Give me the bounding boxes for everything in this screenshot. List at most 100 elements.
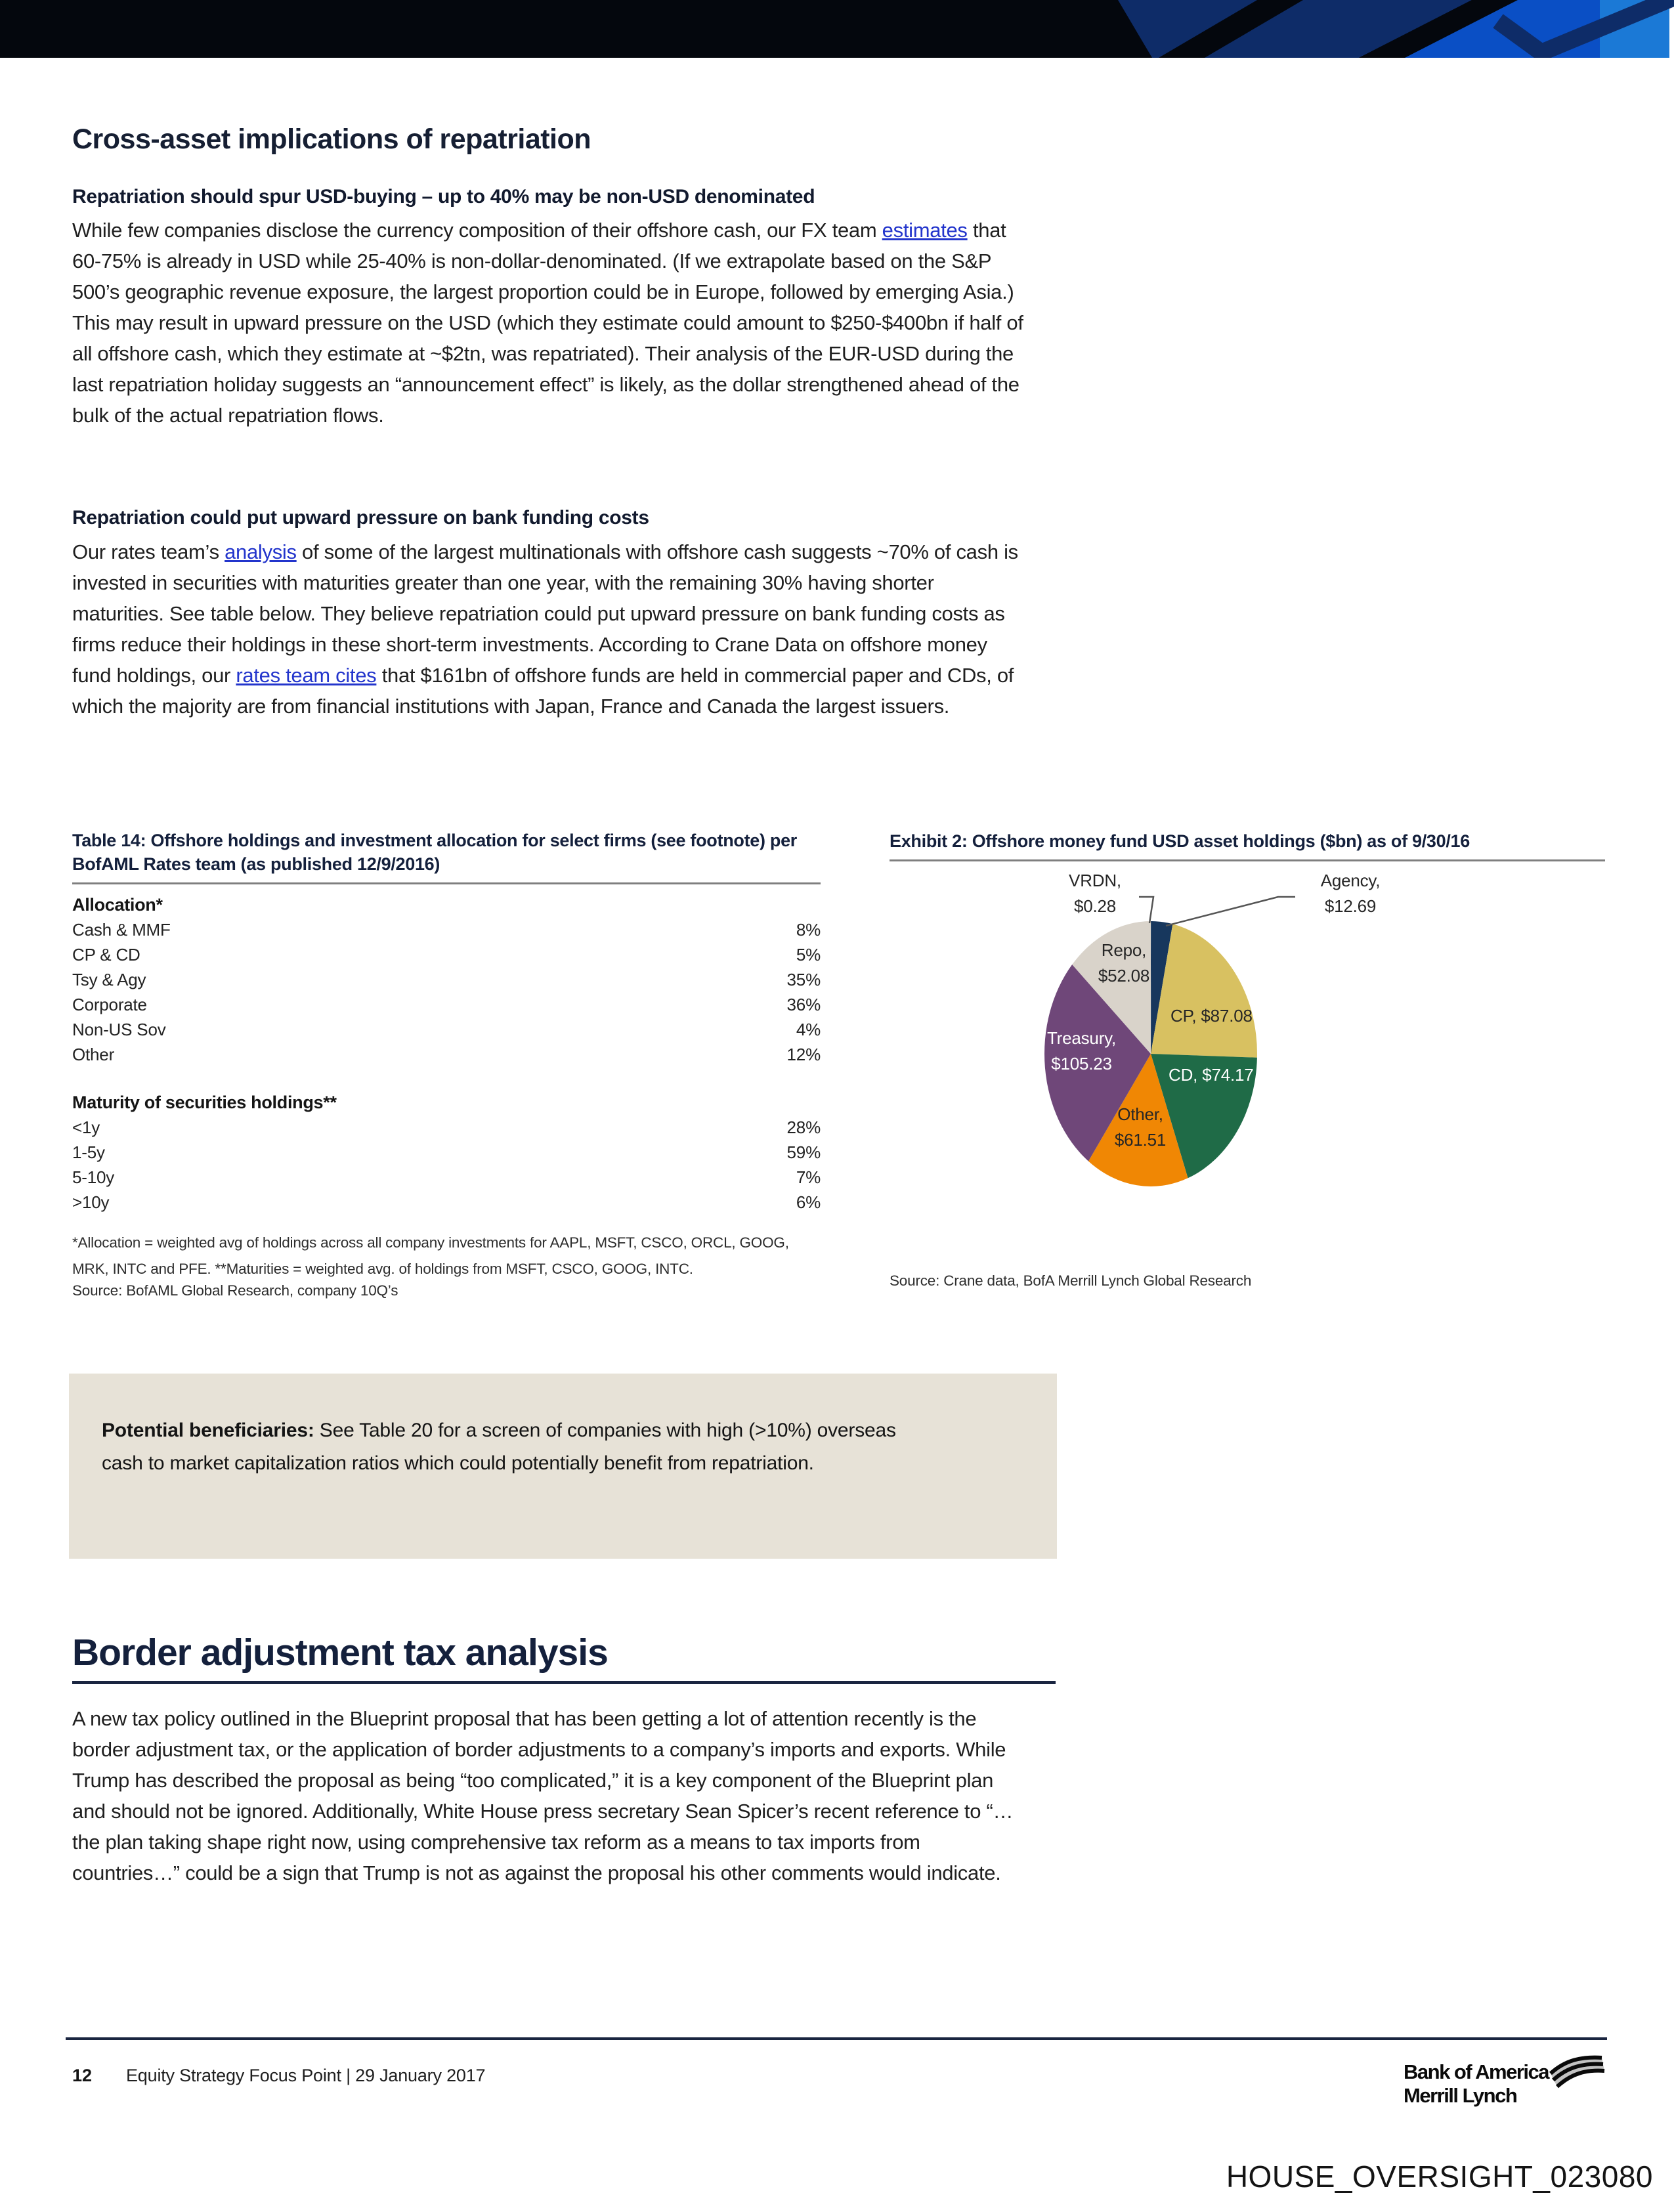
table-section-maturity: Maturity of securities holdings** xyxy=(72,1093,337,1112)
row-value: 36% xyxy=(786,995,821,1014)
row-label: Non-US Sov xyxy=(72,1020,166,1039)
exhibit-title: Exhibit 2: Offshore money fund USD asset… xyxy=(890,831,1470,851)
pie-slice-agency xyxy=(1151,921,1173,1054)
row-value: 8% xyxy=(796,920,821,940)
vrdn-leader-line xyxy=(1139,896,1155,924)
row-value: 35% xyxy=(786,970,821,989)
house-oversight-watermark: HOUSE_OVERSIGHT_023080 xyxy=(1226,2159,1653,2194)
pie-label-line: VRDN, xyxy=(1069,871,1121,890)
paragraph-text: that 60-75% is already in USD while 25-4… xyxy=(72,219,1023,427)
table-row: >10y 6% xyxy=(72,1188,821,1213)
banner-check-mark xyxy=(1493,0,1674,58)
table-footnote: *Allocation = weighted avg of holdings a… xyxy=(72,1234,789,1277)
pie-label-line: $105.23 xyxy=(1051,1054,1112,1073)
row-label: >10y xyxy=(72,1192,110,1212)
table-row: Corporate 36% xyxy=(72,990,821,1015)
paragraph-text: Our rates team’s xyxy=(72,540,225,563)
table-section-allocation: Allocation* xyxy=(72,895,163,915)
exhibit-title-rule xyxy=(890,859,1605,861)
bofa-flag-icon xyxy=(1549,2055,1605,2089)
page-number: 12 xyxy=(72,2066,93,2085)
paragraph-text: that $161bn of offshore funds are held i… xyxy=(72,664,1014,718)
potential-beneficiaries-callout: Potential beneficiaries: See Table 20 fo… xyxy=(69,1374,1057,1559)
banner-black-stripe-2 xyxy=(1359,0,1518,58)
pie-label-treasury: Treasury, $105.23 xyxy=(1027,1026,1136,1077)
paragraph-border-adjustment: A new tax policy outlined in the Bluepri… xyxy=(72,1707,1014,1884)
pie-label-line: Repo, xyxy=(1101,940,1147,960)
pie-label-repo: Repo, $52.08 xyxy=(1084,938,1163,989)
table-row: Other 12% xyxy=(72,1040,821,1065)
pie-chart-svg xyxy=(1044,896,1295,1187)
analysis-link[interactable]: analysis xyxy=(225,540,297,563)
table-row: <1y 28% xyxy=(72,1113,821,1138)
pie-slice-repo xyxy=(1072,921,1151,1054)
pie-slice-treasury xyxy=(1044,965,1151,1161)
row-value: 12% xyxy=(786,1045,821,1064)
row-label: Other xyxy=(72,1045,115,1064)
bofa-merrill-lynch-logo: Bank of America Merrill Lynch xyxy=(1404,2055,1653,2119)
top-brand-banner xyxy=(0,0,1674,58)
pie-label-line: Other, xyxy=(1117,1104,1163,1124)
pie-label-line: $0.28 xyxy=(1073,896,1117,916)
pie-label-agency: Agency, $12.69 xyxy=(1298,868,1403,919)
table-row: Cash & MMF 8% xyxy=(72,915,821,940)
pie-label-cd: CD, $74.17 xyxy=(1169,1062,1313,1088)
row-label: 5-10y xyxy=(72,1167,115,1187)
footer-rule xyxy=(66,2037,1607,2040)
pie-slice-cd xyxy=(1151,1054,1257,1179)
pie-slice-other xyxy=(1088,1054,1188,1187)
row-label: CP & CD xyxy=(72,945,140,965)
pie-label-vrdn: VRDN, $0.28 xyxy=(1052,868,1138,919)
row-value: 5% xyxy=(796,945,821,965)
section-title-border-adjustment: Border adjustment tax analysis xyxy=(72,1632,609,1674)
pie-label-line: $12.69 xyxy=(1324,896,1377,916)
pie-label-line: CP, $87.08 xyxy=(1170,1006,1253,1026)
table-row: Non-US Sov 4% xyxy=(72,1015,821,1040)
rates-team-cites-link[interactable]: rates team cites xyxy=(236,664,377,687)
exhibit-2-pie-chart: Exhibit 2: Offshore money fund USD asset… xyxy=(890,831,1605,1317)
paragraph-rates-team: Our rates team’s analysis of some of the… xyxy=(72,536,1031,722)
subheading-bank-funding: Repatriation could put upward pressure o… xyxy=(72,507,649,529)
pie-label-cp: CP, $87.08 xyxy=(1170,1003,1315,1029)
table-row: CP & CD 5% xyxy=(72,940,821,965)
table-14-offshore-holdings: Table 14: Offshore holdings and investme… xyxy=(72,829,821,1299)
row-label: Tsy & Agy xyxy=(72,970,146,989)
pie-label-line: Treasury, xyxy=(1046,1028,1117,1048)
row-value: 59% xyxy=(786,1142,821,1162)
pie-label-line: CD, $74.17 xyxy=(1169,1065,1254,1085)
pie-slice-cp xyxy=(1151,924,1257,1058)
estimates-link[interactable]: estimates xyxy=(882,219,968,242)
paragraph-text: While few companies disclose the currenc… xyxy=(72,219,882,242)
row-label: 1-5y xyxy=(72,1142,105,1162)
table-row: 5-10y 7% xyxy=(72,1163,821,1188)
table-row: Tsy & Agy 35% xyxy=(72,965,821,990)
callout-label: Potential beneficiaries: xyxy=(102,1420,314,1441)
row-label: <1y xyxy=(72,1117,100,1137)
banner-black-stripe-1 xyxy=(1159,0,1303,58)
pie-label-line: $61.51 xyxy=(1114,1130,1167,1150)
callout-text: See Table 20 for a screen of companies w… xyxy=(102,1420,896,1474)
agency-leader-line xyxy=(1165,896,1295,927)
table-title: Table 14: Offshore holdings and investme… xyxy=(72,831,797,874)
subheading-usd-buying: Repatriation should spur USD-buying – up… xyxy=(72,186,815,207)
paragraph-fx-repatriation: While few companies disclose the currenc… xyxy=(72,215,1024,431)
table-title-rule xyxy=(72,882,821,884)
row-value: 6% xyxy=(796,1192,821,1212)
section-title-cross-asset: Cross-asset implications of repatriation xyxy=(72,123,591,155)
section-title-rule xyxy=(72,1681,1056,1684)
row-label: Corporate xyxy=(72,995,147,1014)
row-label: Cash & MMF xyxy=(72,920,171,940)
paragraph-text: of some of the largest multinationals wi… xyxy=(72,540,1018,687)
table-row: 1-5y 59% xyxy=(72,1138,821,1163)
row-value: 7% xyxy=(796,1167,821,1187)
logo-line1: Bank of America xyxy=(1404,2060,1550,2083)
table-source: Source: BofAML Global Research, company … xyxy=(72,1282,398,1299)
pie-label-line: $52.08 xyxy=(1098,966,1150,986)
footer-report-title: Equity Strategy Focus Point | 29 January… xyxy=(126,2066,486,2085)
pie-label-other: Other, $61.51 xyxy=(1101,1102,1180,1153)
logo-line2: Merrill Lynch xyxy=(1404,2084,1518,2107)
flag-fill xyxy=(1551,2057,1604,2087)
banner-right-gap xyxy=(1669,0,1674,58)
row-value: 4% xyxy=(796,1020,821,1039)
